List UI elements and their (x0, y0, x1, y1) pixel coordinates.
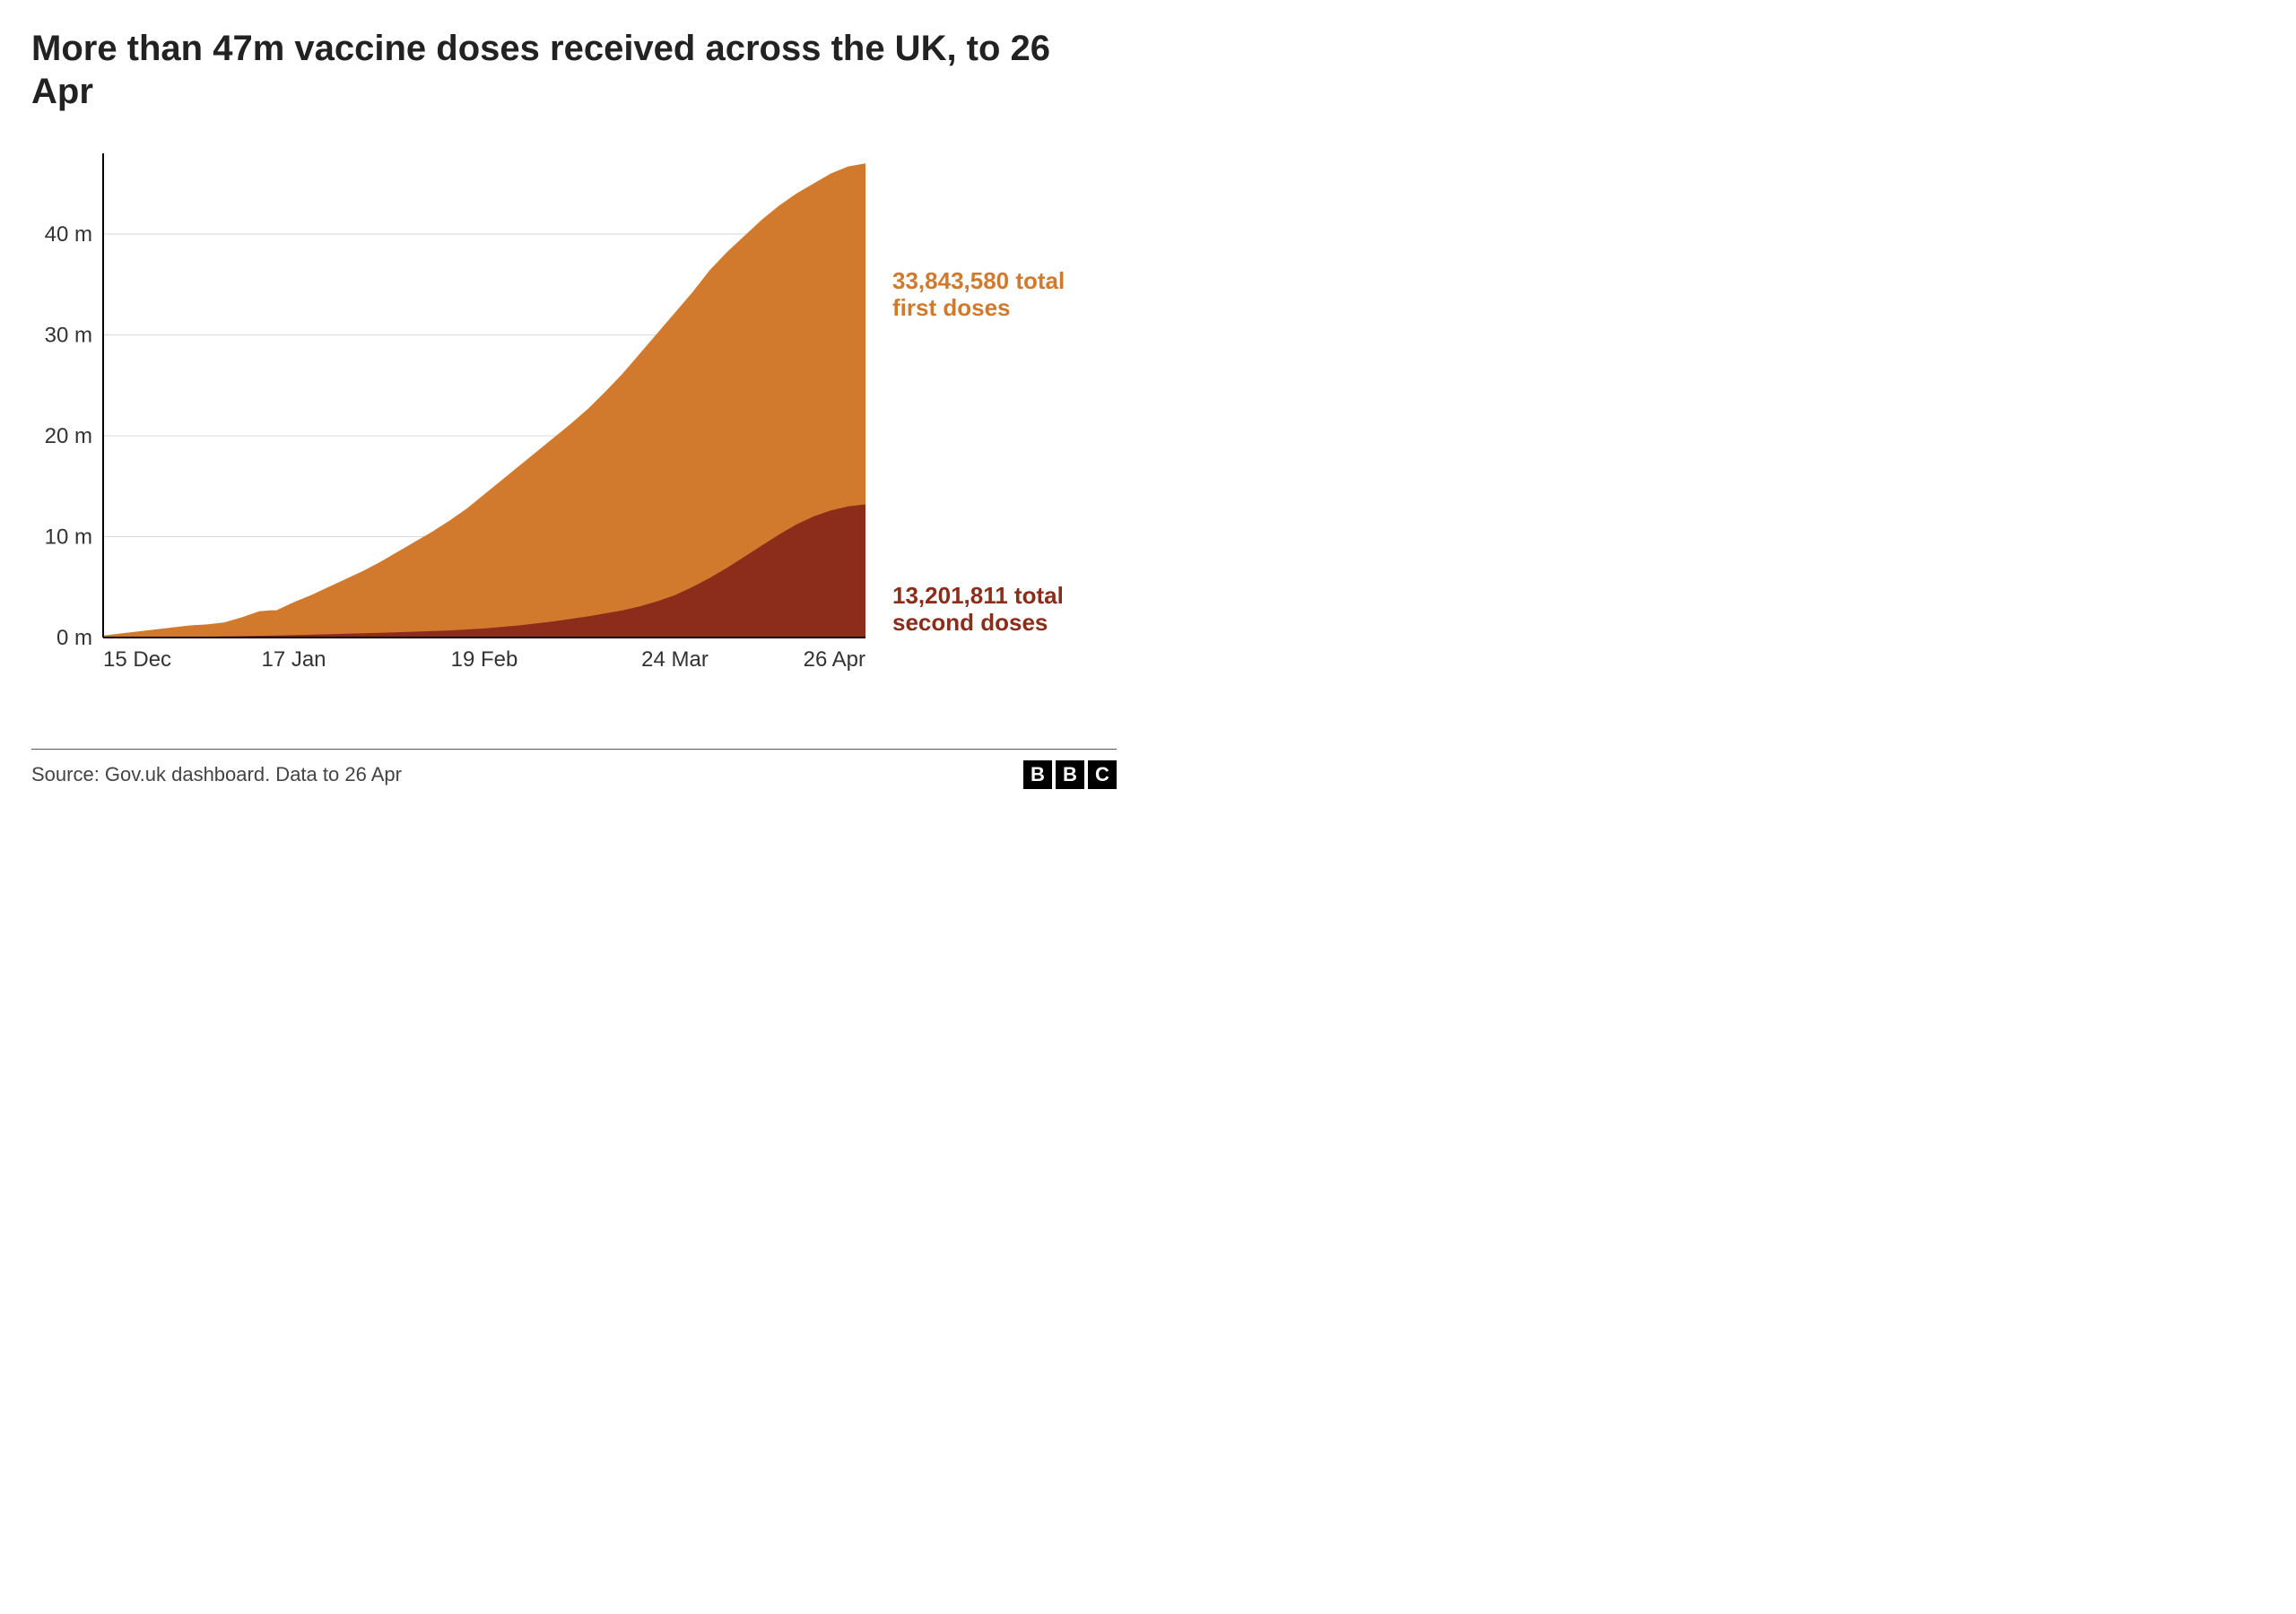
annotation-second-doses: 13,201,811 total second doses (892, 583, 1064, 637)
chart-annotations: 33,843,580 total first doses 13,201,811 … (892, 135, 1117, 740)
svg-text:19 Feb: 19 Feb (451, 647, 518, 672)
bbc-logo-letter: B (1023, 760, 1052, 789)
bbc-logo-letter: C (1088, 760, 1117, 789)
svg-text:24 Mar: 24 Mar (641, 647, 709, 672)
svg-text:15 Dec: 15 Dec (103, 647, 171, 672)
svg-text:10 m: 10 m (45, 525, 92, 550)
svg-text:26 Apr: 26 Apr (804, 647, 865, 672)
source-text: Source: Gov.uk dashboard. Data to 26 Apr (31, 763, 402, 786)
chart-title: More than 47m vaccine doses received acr… (31, 27, 1117, 113)
svg-text:30 m: 30 m (45, 324, 92, 348)
area-chart: 0 m 10 m 20 m 30 m 40 m 15 Dec 17 Jan 19 Feb 24 … (31, 135, 883, 691)
svg-text:0 m: 0 m (57, 626, 92, 650)
annotation-first-line2: first doses (892, 294, 1011, 321)
svg-text:20 m: 20 m (45, 424, 92, 448)
annotation-first-line1: 33,843,580 total (892, 267, 1065, 294)
annotation-second-line2: second doses (892, 609, 1048, 636)
svg-text:17 Jan: 17 Jan (261, 647, 326, 672)
annotation-second-line1: 13,201,811 total (892, 582, 1064, 609)
annotation-first-doses: 33,843,580 total first doses (892, 268, 1065, 322)
bbc-logo: B B C (1023, 760, 1117, 789)
chart-container: 0 m 10 m 20 m 30 m 40 m 15 Dec 17 Jan 19 Feb 24 … (31, 135, 1117, 740)
chart-footer: Source: Gov.uk dashboard. Data to 26 Apr… (31, 749, 1117, 789)
bbc-logo-letter: B (1056, 760, 1084, 789)
svg-text:40 m: 40 m (45, 222, 92, 247)
